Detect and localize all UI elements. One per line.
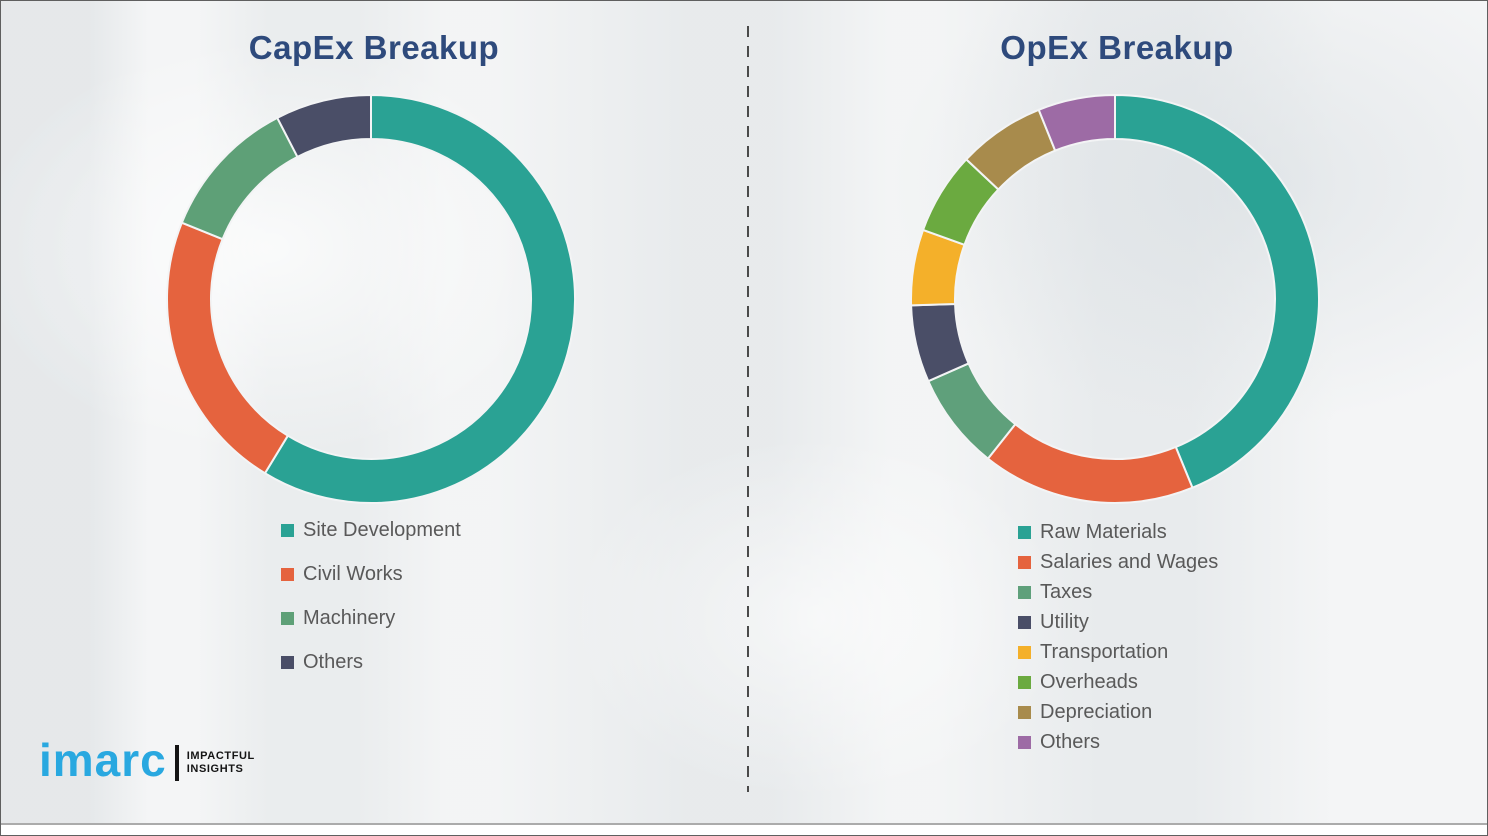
donut-segment-others [276, 94, 372, 158]
logo-divider-bar [174, 745, 179, 781]
donut-segment-salaries-and-wages [986, 423, 1194, 505]
logo-tagline: IMPACTFUL INSIGHTS [187, 750, 255, 776]
legend-swatch [281, 567, 294, 581]
donut-segment-machinery [180, 116, 299, 241]
capex-chart-title: CapEx Breakup [248, 29, 500, 66]
legend-swatch [1018, 705, 1031, 719]
legend-swatch [1018, 735, 1031, 749]
imarc-logo-wordmark: imarc [39, 734, 167, 786]
legend-item-transportation: Transportation [1018, 640, 1218, 664]
legend-item-utility: Utility [1018, 610, 1218, 634]
legend-label: Salaries and Wages [1040, 551, 1219, 573]
legend-swatch [281, 611, 294, 625]
donut-segment-civil-works [166, 221, 289, 475]
legend-swatch [1018, 585, 1031, 599]
legend-item-taxes: Taxes [1018, 580, 1218, 604]
legend-label: Transportation [1040, 641, 1169, 663]
legend-swatch [1018, 555, 1031, 569]
legend-item-others: Others [1018, 730, 1218, 754]
legend-swatch [1018, 615, 1031, 629]
legend-label: Site Development [303, 519, 461, 541]
donut-segment-site-development [263, 94, 576, 504]
dashed-divider [747, 26, 749, 792]
legend-item-salaries-and-wages: Salaries and Wages [1018, 550, 1218, 574]
legend-swatch [1018, 525, 1031, 539]
legend-item-raw-materials: Raw Materials [1018, 520, 1218, 544]
legend-label: Others [303, 651, 364, 673]
legend-item-machinery: Machinery [281, 606, 461, 630]
donut-segment-raw-materials [1114, 94, 1320, 489]
legend-item-overheads: Overheads [1018, 670, 1218, 694]
opex-legend: Raw Materials Salaries and Wages Taxes Util… [1018, 520, 1218, 760]
legend-swatch [1018, 645, 1031, 659]
logo-tagline-line2: INSIGHTS [186, 763, 244, 775]
legend-label: Utility [1040, 611, 1089, 633]
legend-label: Others [1040, 731, 1101, 753]
logo-tagline-line1: IMPACTFUL [186, 750, 255, 762]
legend-swatch [281, 523, 294, 537]
donut-segment-others [1037, 94, 1116, 152]
frame-bottom-rule [1, 823, 1487, 825]
legend-label: Depreciation [1040, 701, 1153, 723]
legend-swatch [281, 655, 294, 669]
legend-swatch [1018, 675, 1031, 689]
capex-legend: Site Development Civil Works Machinery Othe… [281, 518, 461, 694]
legend-label: Machinery [303, 607, 396, 629]
frame-bottom-margin [1, 825, 1487, 835]
legend-label: Taxes [1040, 581, 1093, 603]
legend-item-civil-works: Civil Works [281, 562, 461, 586]
opex-donut-chart [909, 93, 1321, 505]
legend-item-depreciation: Depreciation [1018, 700, 1218, 724]
legend-item-others: Others [281, 650, 461, 674]
legend-label: Civil Works [303, 563, 403, 585]
legend-item-site-development: Site Development [281, 518, 461, 542]
opex-chart-title: OpEx Breakup [1000, 29, 1234, 66]
legend-label: Raw Materials [1040, 521, 1167, 543]
imarc-logo: imarc IMPACTFUL INSIGHTS [39, 737, 255, 783]
capex-donut-chart [165, 93, 577, 505]
legend-label: Overheads [1040, 671, 1138, 693]
